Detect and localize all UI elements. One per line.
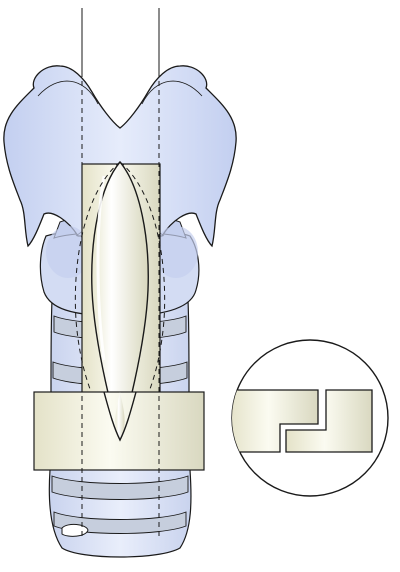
step-joint-right-piece — [285, 389, 373, 453]
thyroid-cartilage — [3, 65, 237, 278]
magnified-inset — [231, 339, 389, 497]
stoma-opening — [61, 523, 89, 537]
lancet-tip-overlay — [103, 391, 137, 442]
dashed-guide-lines — [81, 72, 160, 540]
lancet-graft — [91, 160, 149, 443]
vertical-guide-lines — [81, 8, 160, 72]
step-joint-left-piece — [232, 389, 319, 453]
